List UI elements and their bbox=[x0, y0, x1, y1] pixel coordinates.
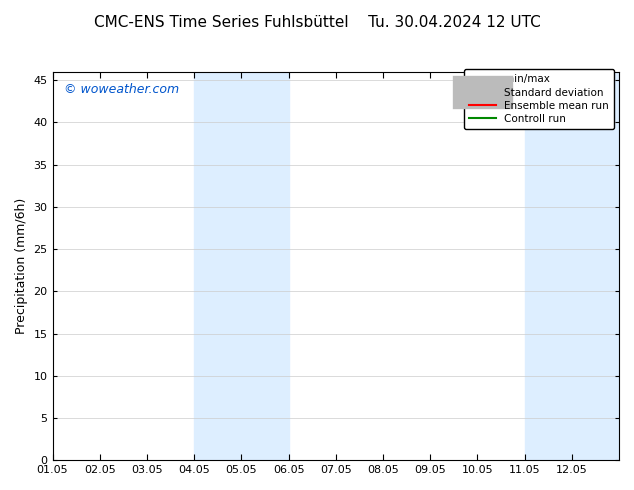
Text: © woweather.com: © woweather.com bbox=[64, 83, 179, 97]
Y-axis label: Precipitation (mm/6h): Precipitation (mm/6h) bbox=[15, 198, 28, 334]
Text: CMC-ENS Time Series Fuhlsbüttel    Tu. 30.04.2024 12 UTC: CMC-ENS Time Series Fuhlsbüttel Tu. 30.0… bbox=[94, 15, 540, 30]
Bar bbox=[524, 72, 619, 460]
Legend: min/max, Standard deviation, Ensemble mean run, Controll run: min/max, Standard deviation, Ensemble me… bbox=[464, 69, 614, 129]
Bar bbox=[194, 72, 288, 460]
